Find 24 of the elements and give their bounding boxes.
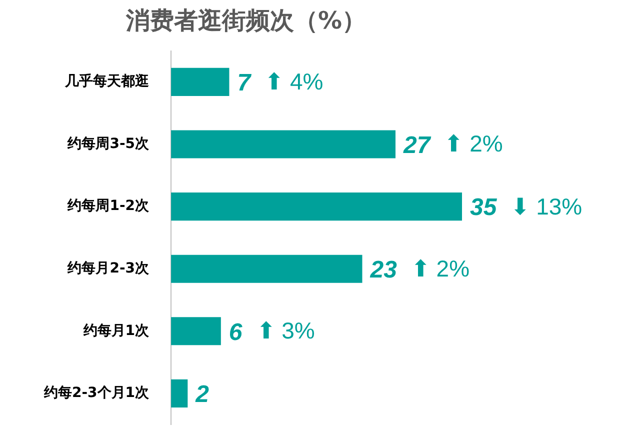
bar <box>171 192 462 221</box>
bar <box>171 379 188 408</box>
annotation: ⬆ 4% <box>264 68 324 94</box>
y-tick-label: 几乎每天都逛 <box>64 74 150 90</box>
data-label: 27 <box>402 132 432 159</box>
data-label: 2 <box>194 381 210 408</box>
y-tick-label: 约每周1-2次 <box>66 198 150 214</box>
data-label: 23 <box>369 256 398 284</box>
data-label: 6 <box>228 318 243 346</box>
bar <box>171 317 221 346</box>
data-label: 35 <box>470 194 498 222</box>
y-tick-label: 约每周3-5次 <box>66 136 150 152</box>
bar <box>171 130 396 158</box>
bar <box>171 68 230 96</box>
bar <box>171 254 362 283</box>
data-label: 7 <box>237 70 252 97</box>
chart-title: 消费者逛街频次（%） <box>124 6 366 35</box>
y-tick-label: 约每2-3个月1次 <box>42 385 150 402</box>
y-tick-label: 约每月2-3次 <box>66 260 150 276</box>
y-tick-label: 约每月1次 <box>82 322 150 339</box>
annotation: ⬆ 2% <box>444 130 503 157</box>
text: ⬇ 13% <box>510 193 582 220</box>
annotation: ⬆ 3% <box>256 318 315 344</box>
annotation: ⬆ 2% <box>410 255 470 282</box>
